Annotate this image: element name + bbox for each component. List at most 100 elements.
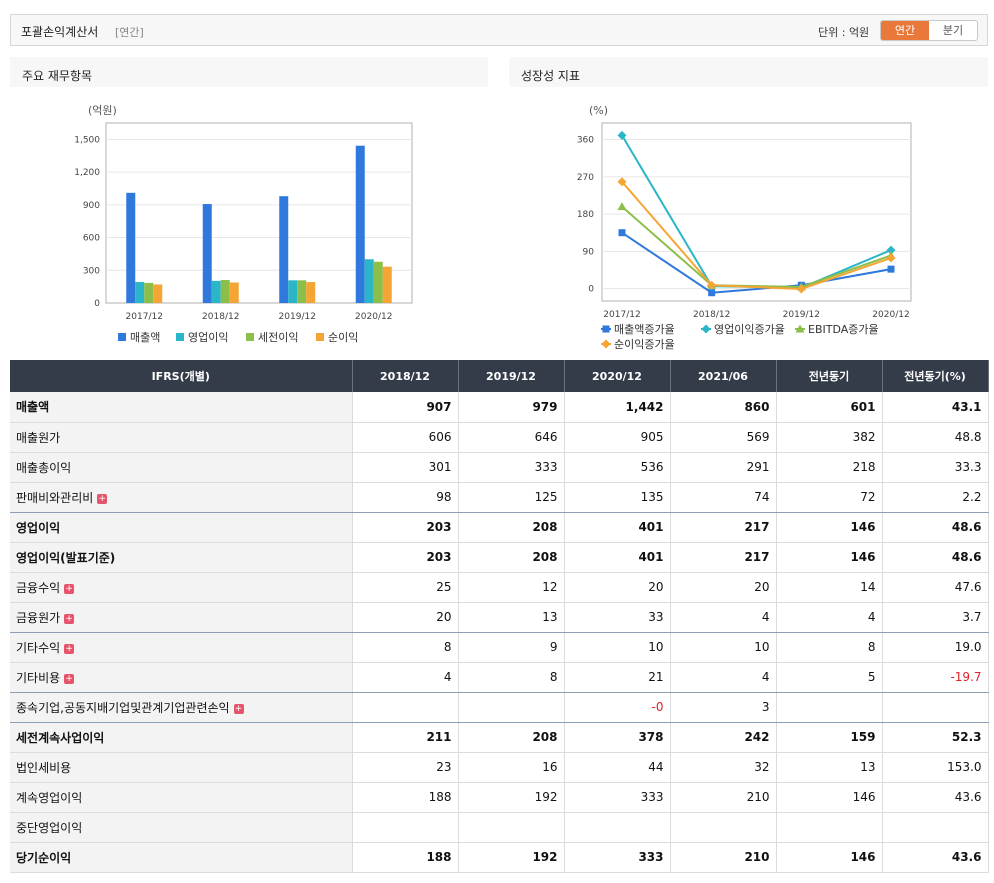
table-row: 종속기업,공동지배기업및관계기업관련손익 + -0 3	[10, 692, 989, 723]
value-cell: 536	[564, 452, 671, 483]
bar-2-3	[373, 261, 383, 303]
bar-y-tick-label: 1,500	[74, 135, 100, 145]
value-cell: 9	[458, 632, 565, 663]
value-cell	[458, 812, 565, 843]
value-cell: 146	[776, 512, 883, 543]
value-cell: 16	[458, 752, 565, 783]
expand-plus-icon[interactable]: +	[64, 673, 75, 684]
value-cell: 4	[352, 662, 459, 693]
expand-plus-icon[interactable]: +	[233, 703, 244, 714]
table-row: 매출총이익 301 333 536 291 218 33.3	[10, 452, 989, 483]
bar-0-2	[279, 196, 289, 303]
value-cell: 20	[564, 572, 671, 603]
value-cell: 210	[670, 842, 777, 873]
legend-label: 영업이익	[188, 331, 228, 344]
bar-3-0	[153, 284, 163, 303]
table-row: 금융수익 +25 12 20 20 14 47.6	[10, 572, 989, 603]
value-cell: 2.2	[882, 482, 989, 513]
expand-plus-icon[interactable]: +	[97, 493, 108, 504]
row-label-cell: 기타수익 +	[10, 632, 353, 663]
row-label: 당기순이익	[16, 850, 72, 865]
column-header-ifrs: IFRS(개별)	[10, 360, 353, 392]
value-cell	[670, 812, 777, 843]
value-cell	[458, 692, 565, 723]
value-cell	[776, 692, 883, 723]
value-cell: 569	[670, 422, 777, 453]
table-row: 세전계속사업이익 211 208 378 242 159 52.3	[10, 722, 989, 753]
bar-1-0	[135, 282, 145, 303]
value-cell	[564, 812, 671, 843]
value-cell: 48.8	[882, 422, 989, 453]
row-label: 금융원가	[16, 610, 61, 625]
expand-plus-icon[interactable]: +	[64, 583, 75, 594]
legend-label: 세전이익	[258, 331, 298, 344]
value-cell: -19.7	[882, 662, 989, 693]
expand-plus-icon[interactable]: +	[64, 613, 75, 624]
line-chart-area: (%) 0 90 180 270 360 2017/12 2018/12 2019/12 2020…	[509, 87, 988, 357]
row-label: 매출총이익	[16, 460, 72, 475]
table-row: 매출액 907 979 1,442 860 601 43.1	[10, 392, 989, 423]
row-label: 판매비와관리비	[16, 490, 94, 505]
expand-plus-icon[interactable]: +	[64, 643, 75, 654]
value-cell: 43.1	[882, 392, 989, 423]
tab-annual[interactable]: 연간	[881, 21, 929, 40]
value-cell: 10	[670, 632, 777, 663]
row-label-cell: 법인세비용	[10, 752, 353, 783]
value-cell: 242	[670, 722, 777, 753]
line-x-tick-label: 2017/12	[603, 310, 640, 320]
value-cell: 860	[670, 392, 777, 423]
table-row: 기타수익 +8 9 10 10 8 19.0	[10, 632, 989, 663]
bar-3-3	[382, 266, 392, 303]
value-cell: 146	[776, 542, 883, 573]
table-row: 매출원가 606 646 905 569 382 48.8	[10, 422, 989, 453]
row-label-cell: 매출원가	[10, 422, 353, 453]
series-line-3	[621, 181, 892, 291]
table-row: 중단영업이익	[10, 812, 989, 843]
row-label: 매출액	[16, 400, 50, 415]
bar-x-tick-label: 2018/12	[202, 312, 239, 322]
point-0-3	[887, 265, 895, 273]
value-cell: 32	[670, 752, 777, 783]
value-cell: 8	[776, 632, 883, 663]
column-header: 2019/12	[458, 360, 565, 392]
tab-quarter[interactable]: 분기	[942, 24, 964, 37]
bar-y-tick-label: 900	[83, 201, 100, 211]
value-cell: 291	[670, 452, 777, 483]
value-cell: 43.6	[882, 782, 989, 813]
value-cell: 10	[564, 632, 671, 663]
legend-marker	[795, 324, 805, 333]
value-cell: 14	[776, 572, 883, 603]
legend-swatch	[246, 333, 254, 341]
point-1-3	[886, 245, 896, 255]
growth-title: 성장성 지표	[521, 69, 581, 83]
legend-swatch	[176, 333, 184, 341]
value-cell: 378	[564, 722, 671, 753]
value-cell: 23	[352, 752, 459, 783]
line-x-tick-label: 2020/12	[872, 310, 909, 320]
value-cell: 72	[776, 482, 883, 513]
row-label: 영업이익	[16, 520, 61, 535]
bar-1-3	[364, 259, 374, 303]
value-cell: 979	[458, 392, 565, 423]
value-cell: 25	[352, 572, 459, 603]
value-cell	[882, 812, 989, 843]
bar-3-2	[306, 282, 316, 303]
row-label: 중단영업이익	[16, 820, 83, 835]
value-cell: 333	[458, 452, 565, 483]
value-cell: -0	[564, 692, 671, 723]
table-row: 영업이익(발표기준) 203 208 401 217 146 48.6	[10, 542, 989, 573]
line-x-tick-label: 2019/12	[783, 310, 820, 320]
value-cell: 12	[458, 572, 565, 603]
value-cell: 47.6	[882, 572, 989, 603]
value-cell: 146	[776, 782, 883, 813]
line-y-tick-label: 360	[577, 136, 594, 146]
bar-chart: (억원) 0 300 600 900 1,200 1,500 2017/12 2018/12 20…	[74, 104, 413, 344]
value-cell: 19.0	[882, 632, 989, 663]
value-cell: 601	[776, 392, 883, 423]
value-cell: 8	[352, 632, 459, 663]
column-header: 2018/12	[352, 360, 459, 392]
point-3-3	[886, 253, 896, 263]
line-y-tick-label: 180	[577, 210, 594, 220]
value-cell: 43.6	[882, 842, 989, 873]
table-row: 법인세비용 23 16 44 32 13 153.0	[10, 752, 989, 783]
